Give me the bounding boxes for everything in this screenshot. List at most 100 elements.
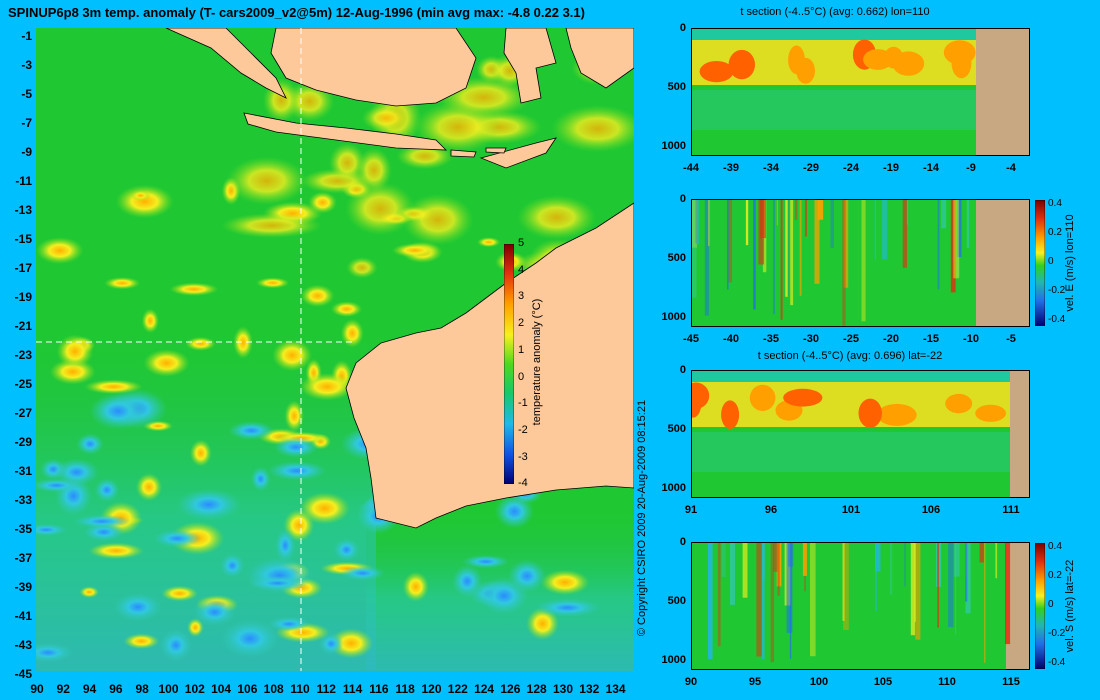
section-x-tick-label: -4	[1006, 162, 1016, 174]
warm-core	[721, 400, 740, 429]
cool-eddy	[220, 553, 245, 578]
section-x-tick-label: -24	[843, 162, 859, 174]
map-x-tick-label: 104	[211, 682, 232, 696]
map-y-tick-label: -19	[14, 290, 32, 304]
warm-eddy	[517, 195, 596, 240]
lesser-sunda-islands	[450, 147, 507, 158]
land-masses	[165, 27, 635, 529]
map-colorbar-tick-label: -4	[518, 477, 528, 490]
map-x-tick-label: 112	[316, 682, 336, 696]
velocity-streak	[937, 199, 940, 290]
warm-eddy	[284, 400, 304, 432]
map-x-tick-label: 134	[605, 682, 626, 696]
warm-eddy	[340, 319, 364, 348]
map-y-tick-label: -3	[21, 58, 32, 72]
warm-eddy	[329, 142, 366, 183]
map-y-tick-label: -7	[21, 116, 32, 130]
cool-eddy	[113, 592, 163, 622]
velocity-streak	[842, 542, 845, 621]
warm-eddy	[116, 184, 174, 219]
map-x-tick-label: 100	[158, 682, 179, 696]
warm-core	[699, 61, 734, 83]
warm-eddy	[392, 243, 438, 258]
sumatra-land	[165, 27, 287, 99]
cool-eddy	[340, 565, 386, 581]
warm-eddy	[187, 618, 204, 637]
cool-eddy	[89, 393, 147, 430]
map-x-tick-label: 122	[447, 682, 468, 696]
section-colorbar-tick-label: -0.4	[1048, 314, 1066, 325]
cool-eddy	[274, 528, 296, 563]
warm-core	[975, 404, 1006, 422]
section-x-tick-label: 95	[748, 676, 762, 688]
map-x-tick-label: 126	[500, 682, 521, 696]
warm-eddy	[79, 586, 99, 598]
section-y-tick-label: 500	[667, 81, 686, 93]
map-y-tick-label: -13	[14, 203, 32, 217]
section-y-tick-label: 0	[679, 22, 686, 34]
velocity-streak	[965, 542, 968, 602]
cool-eddy	[267, 461, 327, 481]
cool-eddy	[319, 632, 344, 655]
section-plot	[682, 370, 1030, 498]
section-3-title: t section (-4..5°C) (avg: 0.696) lat=-22	[757, 350, 943, 362]
velocity-streak	[785, 199, 788, 297]
borneo-land	[270, 27, 477, 107]
velocity-streak	[708, 199, 710, 246]
velocity-streak	[772, 199, 775, 315]
warm-core	[945, 393, 973, 414]
section-x-tick-label: -40	[723, 333, 739, 345]
warm-eddy	[299, 373, 355, 401]
section-x-tick-label: 111	[1002, 504, 1020, 516]
velocity-streak	[957, 199, 962, 257]
warm-core	[858, 398, 882, 428]
map-y-tick-label: -43	[14, 638, 32, 652]
warm-eddy	[36, 237, 84, 264]
velocity-streak	[770, 542, 775, 663]
cool-eddy	[452, 565, 483, 598]
velocity-streak	[906, 199, 908, 225]
map-y-tick-label: -35	[14, 522, 32, 536]
velocity-streak	[890, 542, 893, 595]
section-colorbar-tick-label: 0.2	[1048, 227, 1062, 238]
section-x-tick-label: -44	[683, 162, 699, 174]
velocity-streak	[861, 199, 866, 322]
velocity-streak	[817, 199, 824, 220]
warm-eddy	[143, 349, 190, 377]
cool-eddy	[462, 554, 510, 569]
section-colorbar-tick-label: 0.4	[1048, 198, 1062, 209]
map-x-tick-label: 108	[263, 682, 284, 696]
velocity-streak	[953, 199, 959, 279]
map-x-tick-label: 94	[82, 682, 97, 696]
velocity-streak	[955, 542, 957, 634]
velocity-streak	[804, 199, 807, 237]
vel-s-section-panel	[691, 542, 1030, 670]
map-x-tick-label: 118	[395, 682, 415, 696]
map-colorbar-tick-label: 2	[518, 317, 525, 330]
section-x-tick-label: -10	[963, 333, 979, 345]
section-frame	[691, 542, 1030, 670]
section-x-tick-label: 101	[841, 504, 861, 516]
section-x-tick-label: -34	[763, 162, 779, 174]
section-x-tick-label: -35	[763, 333, 779, 345]
warm-eddy	[104, 277, 141, 290]
section-x-tick-label: 91	[684, 504, 698, 516]
section-x-tick-label: -25	[843, 333, 859, 345]
warm-eddy	[226, 156, 307, 205]
map-y-tick-label: -33	[14, 493, 32, 507]
section-1-title: t section (-4..5°C) (avg: 0.662) lon=110	[740, 6, 930, 18]
velocity-streak	[717, 542, 721, 647]
section-y-tick-label: 500	[667, 423, 686, 435]
map-colorbar	[503, 243, 515, 485]
cool-eddy	[221, 619, 279, 658]
velocity-streak	[902, 199, 907, 268]
velocity-streak	[995, 542, 998, 579]
cool-eddy	[24, 523, 68, 536]
velocity-streak	[874, 199, 876, 260]
section-x-tick-label: 100	[809, 676, 829, 688]
velocity-streak	[776, 199, 778, 226]
velocity-streak	[966, 199, 970, 248]
section-x-tick-label: -39	[723, 162, 739, 174]
section-y-tick-label: 500	[667, 252, 686, 264]
section-x-tick-label: 96	[764, 504, 778, 516]
